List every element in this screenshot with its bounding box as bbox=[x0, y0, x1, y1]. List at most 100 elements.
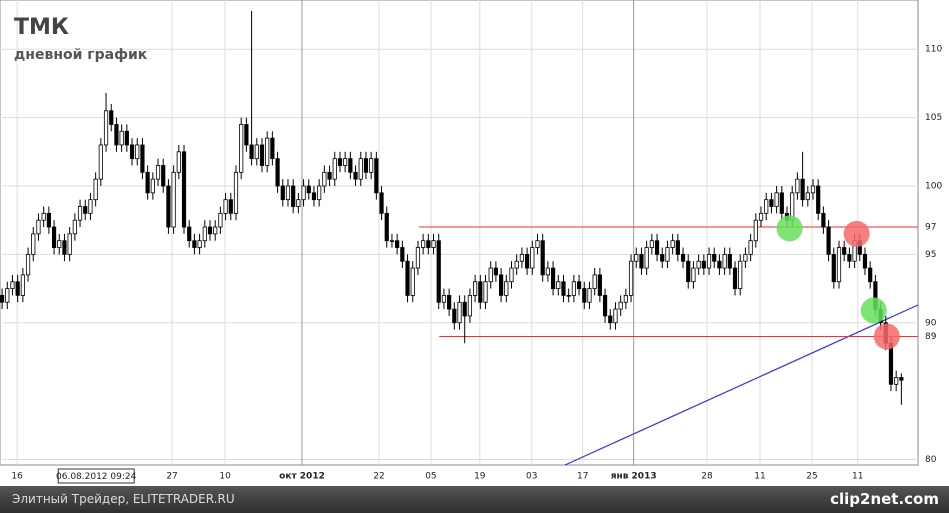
x-tick-label: 17 bbox=[577, 472, 588, 482]
x-tick-label: 11 bbox=[754, 472, 765, 482]
candle-body bbox=[389, 240, 395, 242]
candle-body bbox=[561, 281, 566, 296]
candle-body bbox=[202, 226, 207, 242]
candle-body bbox=[613, 308, 618, 324]
candle-body bbox=[836, 247, 842, 283]
candle-body bbox=[524, 253, 530, 269]
candle-body bbox=[36, 219, 41, 235]
logo[interactable]: clip2net.com bbox=[830, 490, 939, 508]
candle-body bbox=[899, 377, 904, 381]
candle-body bbox=[582, 288, 587, 303]
candle-body bbox=[706, 253, 712, 269]
candle-body bbox=[816, 185, 821, 214]
candle-body bbox=[25, 253, 31, 276]
candle-body bbox=[618, 301, 623, 310]
candle-body bbox=[384, 212, 389, 242]
candle-body bbox=[821, 212, 826, 228]
candle-body bbox=[488, 267, 493, 283]
y-tick-label: 100 bbox=[925, 182, 942, 192]
footer: Элитный Трейдер, ELITETRADER.RU clip2net… bbox=[0, 486, 949, 513]
candle-body bbox=[473, 281, 478, 296]
candle-body bbox=[155, 165, 161, 180]
candle-body bbox=[602, 295, 608, 317]
candle-body bbox=[712, 253, 717, 262]
candle-body bbox=[140, 144, 145, 173]
candle-body bbox=[197, 240, 202, 248]
candle-body bbox=[20, 274, 25, 296]
candle-body bbox=[395, 240, 400, 248]
candle-body bbox=[514, 260, 519, 269]
y-tick-label: 110 bbox=[925, 45, 942, 55]
candle-body bbox=[88, 199, 93, 214]
candle-body bbox=[150, 178, 155, 194]
candle-body bbox=[192, 240, 197, 248]
marker bbox=[860, 297, 887, 324]
candle-body bbox=[608, 315, 613, 324]
candle-body bbox=[410, 267, 415, 296]
candle-body bbox=[566, 295, 571, 297]
candle-body bbox=[842, 247, 847, 255]
candle-body bbox=[888, 342, 894, 385]
candle-body bbox=[623, 295, 628, 303]
candle-body bbox=[764, 199, 769, 214]
candle-body bbox=[187, 226, 192, 242]
x-tick-label: 05 bbox=[425, 472, 436, 482]
candle-body bbox=[161, 165, 166, 187]
candle-body bbox=[57, 240, 62, 248]
candle-body bbox=[41, 212, 46, 221]
candle-body bbox=[46, 212, 51, 228]
candle-body bbox=[758, 212, 764, 221]
candle-body bbox=[301, 185, 306, 201]
candle-body bbox=[98, 144, 103, 180]
candle-body bbox=[478, 281, 483, 303]
candle-body bbox=[831, 253, 836, 283]
candle-body bbox=[306, 185, 311, 194]
candle-body bbox=[732, 267, 738, 289]
candle-body bbox=[576, 281, 582, 289]
candle-body bbox=[15, 281, 20, 296]
candle-body bbox=[748, 240, 753, 255]
candle-body bbox=[369, 158, 374, 173]
y-tick-label: 90 bbox=[925, 318, 937, 328]
candle-body bbox=[62, 240, 67, 255]
candle-body bbox=[311, 192, 317, 201]
candle-body bbox=[644, 247, 649, 269]
candle-body bbox=[743, 253, 748, 262]
candle-body bbox=[415, 247, 421, 269]
candle-body bbox=[535, 240, 540, 248]
candle-body bbox=[0, 295, 5, 303]
candle-body bbox=[135, 144, 140, 160]
candle-body bbox=[400, 247, 405, 262]
candle-body bbox=[249, 144, 254, 160]
candle-body bbox=[795, 178, 800, 194]
candle-body bbox=[805, 192, 810, 201]
marker bbox=[843, 220, 870, 247]
candle-body bbox=[327, 171, 332, 180]
x-tick-label: 10 bbox=[219, 472, 231, 482]
candle-body bbox=[363, 158, 369, 173]
candle-body bbox=[592, 274, 597, 289]
candle-body bbox=[467, 295, 473, 317]
candle-body bbox=[270, 137, 275, 160]
candle-body bbox=[171, 171, 176, 228]
candle-body bbox=[738, 260, 743, 289]
candle-body bbox=[317, 185, 322, 201]
candle-body bbox=[649, 240, 654, 248]
candle-body bbox=[343, 158, 348, 166]
candle-body bbox=[504, 281, 509, 296]
candle-body bbox=[894, 377, 899, 385]
x-tick-label: 27 bbox=[166, 472, 177, 482]
candle-body bbox=[275, 158, 280, 187]
candle-body bbox=[847, 253, 852, 262]
candle-body bbox=[571, 281, 576, 296]
candle-body bbox=[129, 144, 135, 160]
candle-body bbox=[587, 288, 592, 303]
candle-body bbox=[868, 267, 873, 283]
candle-body bbox=[654, 240, 660, 255]
candle-body bbox=[322, 171, 327, 187]
candle-body bbox=[753, 219, 758, 242]
candle-body bbox=[483, 281, 488, 303]
candle-body bbox=[265, 137, 270, 166]
candle-body bbox=[223, 199, 228, 214]
candle-body bbox=[5, 288, 10, 303]
